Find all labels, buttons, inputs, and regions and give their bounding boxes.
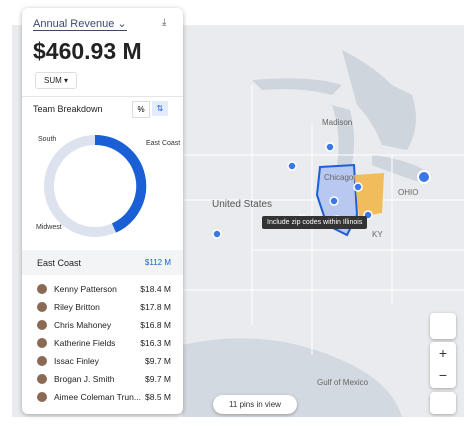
person-value: $18.4 M (140, 284, 171, 294)
donut (44, 134, 147, 237)
donut-label: South (38, 136, 57, 143)
group-header[interactable]: East Coast $112 M (22, 250, 183, 275)
person-row[interactable]: Riley Britton $17.8 M (22, 298, 183, 316)
person-name: Kenny Patterson (54, 284, 117, 294)
person-name: Riley Britton (54, 302, 100, 312)
avatar (37, 320, 47, 330)
side-panel: Annual Revenue ⌄ ⤓ $460.93 M SUM ▾ Team … (22, 8, 183, 414)
avatar (37, 374, 47, 384)
map-label: Chicago (324, 173, 354, 182)
map-label: Madison (322, 118, 352, 127)
map-label: Gulf of Mexico (317, 378, 369, 387)
pins-count: 11 pins in view (213, 395, 297, 414)
metric-dropdown[interactable]: Annual Revenue ⌄ (33, 18, 127, 31)
avatar (37, 284, 47, 294)
person-name: Katherine Fields (54, 338, 116, 348)
person-name: Chris Mahoney (54, 320, 112, 330)
person-value: $9.7 M (145, 374, 171, 384)
aggregate-label: SUM (44, 76, 62, 85)
person-row[interactable]: Chris Mahoney $16.8 M (22, 316, 183, 334)
tooltip: Include zip codes within Illinois (262, 216, 368, 229)
map-label: KY (372, 230, 383, 239)
person-value: $16.3 M (140, 338, 171, 348)
person-row[interactable]: Kenny Patterson $18.4 M (22, 280, 183, 298)
avatar (37, 302, 47, 312)
avatar (37, 356, 47, 366)
person-value: $17.8 M (140, 302, 171, 312)
person-name: Aimee Coleman Trun... (54, 392, 141, 402)
divider (22, 96, 183, 97)
locate-button[interactable] (430, 313, 456, 339)
download-icon[interactable]: ⤓ (162, 17, 167, 28)
breakdown-title: Team Breakdown (33, 104, 103, 114)
donut-label: Midwest (36, 224, 62, 231)
donut-label: East Coast (146, 140, 181, 147)
group-total: $112 M (144, 258, 171, 267)
person-value: $16.8 M (140, 320, 171, 330)
sort-toggle[interactable]: ⇅ (152, 101, 168, 116)
person-name: Brogan J. Smith (54, 374, 115, 384)
total-value: $460.93 M (33, 38, 142, 64)
person-row[interactable]: Issac Finley $9.7 M (22, 352, 183, 370)
avatar (37, 338, 47, 348)
person-row[interactable]: Katherine Fields $16.3 M (22, 334, 183, 352)
group-name: East Coast (37, 258, 82, 268)
map-label: OHIO (398, 188, 418, 197)
aggregate-button[interactable]: SUM ▾ (35, 72, 78, 89)
percent-toggle[interactable]: % (132, 101, 150, 118)
map-type-button[interactable] (430, 392, 456, 414)
map-label: United States (212, 199, 272, 210)
person-value: $8.5 M (145, 392, 171, 402)
zoom-controls[interactable]: + − (430, 342, 456, 388)
avatar (37, 392, 47, 402)
person-row[interactable]: Brogan J. Smith $9.7 M (22, 370, 183, 388)
metric-title: Annual Revenue (33, 18, 115, 30)
person-row[interactable]: Aimee Coleman Trun... $8.5 M (22, 388, 183, 406)
person-name: Issac Finley (54, 356, 99, 366)
person-value: $9.7 M (145, 356, 171, 366)
